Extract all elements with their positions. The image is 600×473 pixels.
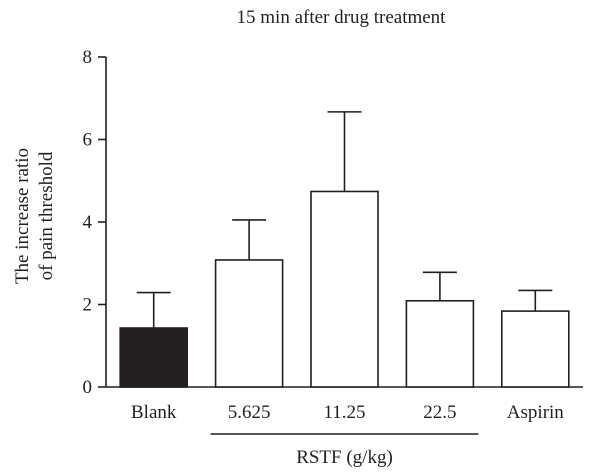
chart-title: 15 min after drug treatment: [237, 7, 447, 28]
y-tick-label: 0: [83, 377, 93, 398]
bars: [119, 190, 570, 388]
bar-aspirin: [500, 310, 570, 388]
bar-11-25: [310, 190, 379, 388]
x-tick-label: Aspirin: [507, 402, 565, 423]
y-tick-label: 4: [83, 212, 93, 233]
x-tick-labels: Blank 5.625 11.25 22.5 Aspirin: [131, 402, 564, 423]
y-ticks: 0 2 4 6 8: [83, 47, 106, 398]
y-axis-label-line-2: of pain threshold: [36, 151, 57, 280]
x-tick-label: 11.25: [323, 402, 365, 423]
bar-5-625: [214, 259, 284, 388]
x-tick-label: 5.625: [228, 402, 271, 423]
bar-blank: [119, 327, 188, 388]
x-tick-label: 22.5: [423, 402, 456, 423]
error-bars: [136, 111, 553, 329]
bar-22-5: [405, 299, 475, 388]
y-tick-label: 8: [83, 47, 93, 68]
y-axis-label-line-1: The increase ratio: [12, 148, 33, 284]
y-axis-label: The increase ratio of pain threshold: [12, 148, 57, 284]
y-tick-label: 6: [83, 130, 93, 151]
y-tick-label: 2: [83, 295, 93, 316]
x-tick-label: Blank: [131, 402, 177, 423]
group-label: RSTF (g/kg): [296, 447, 393, 468]
